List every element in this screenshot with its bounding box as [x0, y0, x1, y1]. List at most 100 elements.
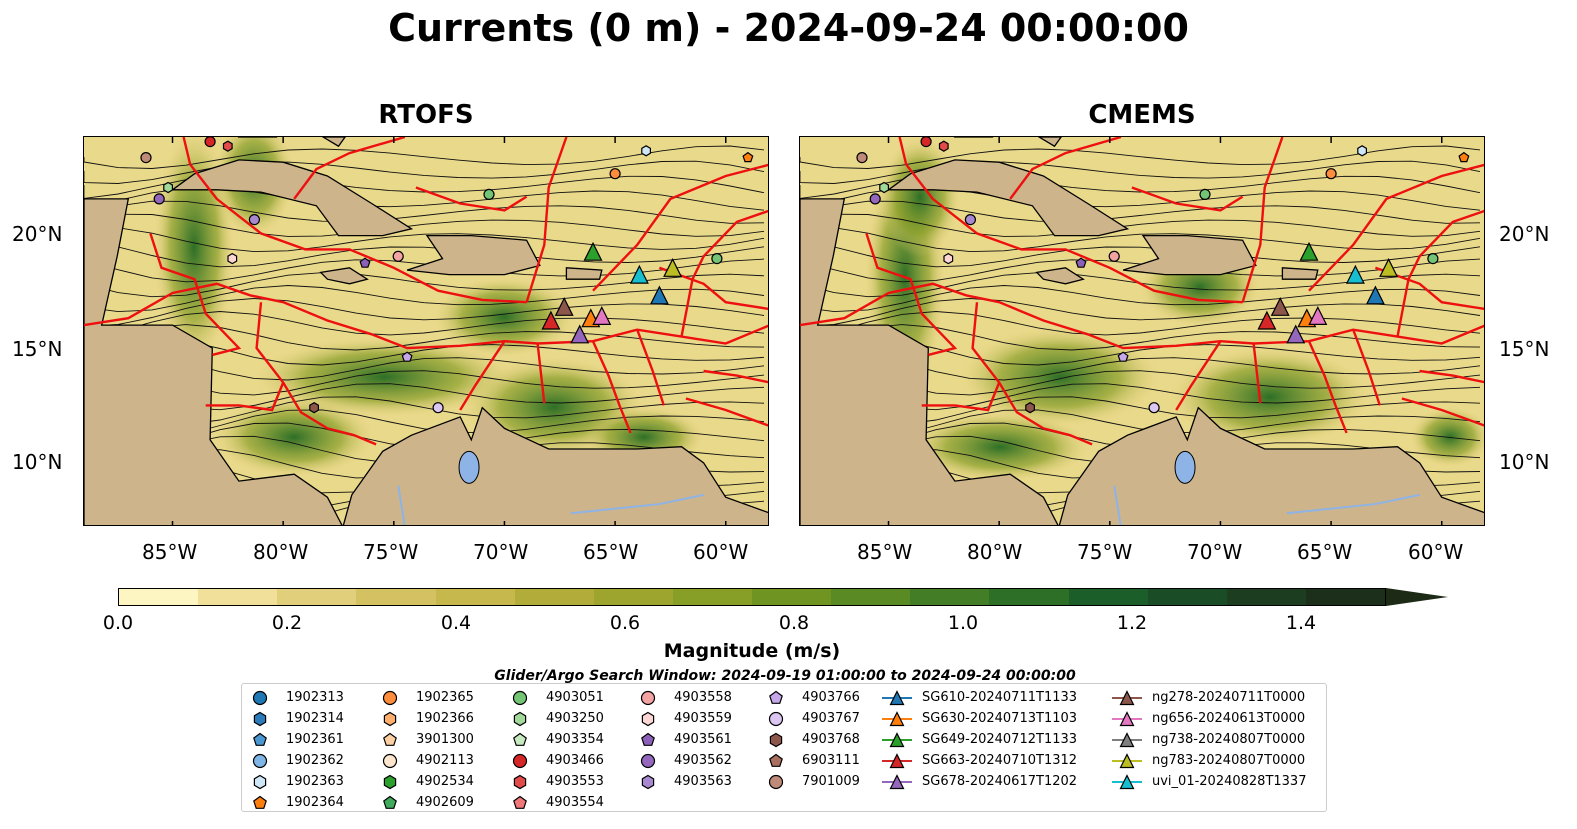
legend-entry: ng656-20240613T0000 — [1112, 708, 1306, 729]
legend-entry: ng783-20240807T0000 — [1112, 750, 1306, 771]
legend-marker-circle-icon — [640, 753, 656, 768]
legend-marker-hexagon-icon — [641, 774, 655, 789]
legend-marker-circle-icon — [252, 690, 268, 705]
map-marker-circle-icon — [153, 193, 165, 205]
legend-marker-circle-icon — [252, 753, 268, 768]
legend-entry: 4902113 — [382, 750, 474, 771]
map-cmems — [799, 136, 1485, 526]
legend-marker-triangle-icon — [882, 752, 912, 768]
lon-tick-80-rtofs: 80°W — [253, 540, 309, 564]
map-rtofs — [83, 136, 769, 526]
map-marker-hexagon-icon — [879, 181, 889, 194]
lon-tick-75-rtofs: 75°W — [363, 540, 419, 564]
legend-entry: 6903111 — [768, 750, 860, 771]
legend-label: 4903051 — [546, 690, 604, 705]
legend-label: 4903767 — [802, 711, 860, 726]
legend-label: 1902364 — [286, 795, 344, 810]
colorbar-segment — [435, 589, 515, 605]
lon-tick-60-rtofs: 60°W — [693, 540, 749, 564]
map-marker-triangle-icon — [583, 241, 603, 261]
legend-entry: 1902363 — [252, 771, 344, 792]
legend-marker-pentagon-icon — [769, 753, 783, 767]
map-marker-hexagon-icon — [641, 145, 651, 157]
legend-marker-circle-icon — [768, 774, 784, 789]
map-marker-triangle-icon — [570, 324, 590, 344]
lon-tick-85-cmems: 85°W — [857, 540, 913, 564]
colorbar-tick: 1.4 — [1285, 612, 1317, 634]
lon-tick-70-rtofs: 70°W — [473, 540, 529, 564]
legend-label: SG610-20240711T1133 — [922, 690, 1078, 705]
legend-label: ng783-20240807T0000 — [1152, 753, 1306, 768]
legend-column: 1902313 1902314 1902361 1902362 1902363 19023… — [252, 687, 344, 813]
map-marker-circle-icon — [711, 252, 723, 265]
colorbar-segment — [119, 589, 199, 605]
legend-entry: 1902362 — [252, 750, 344, 771]
legend-label: 4902113 — [416, 753, 474, 768]
colorbar-segment — [831, 589, 911, 605]
colorbar-segment — [593, 589, 673, 605]
map-marker-triangle-icon — [1286, 324, 1306, 344]
legend-entry: 4903767 — [768, 708, 860, 729]
map-marker-hexagon-icon — [163, 181, 173, 194]
legend-marker-circle-icon — [382, 753, 398, 768]
legend-label: uvi_01-20240828T1337 — [1152, 774, 1307, 789]
legend-entry: 4902609 — [382, 792, 474, 813]
map-marker-circle-icon — [609, 168, 621, 180]
colorbar-segment — [752, 589, 832, 605]
lon-tick-65-rtofs: 65°W — [583, 540, 639, 564]
legend-entry: SG663-20240710T1312 — [882, 750, 1077, 771]
colorbar-segment — [1147, 589, 1227, 605]
legend-label: ng278-20240711T0000 — [1152, 690, 1306, 705]
map-marker-pentagon-icon — [359, 257, 371, 268]
legend-entry: 4903553 — [512, 771, 604, 792]
map-marker-pentagon-icon — [1458, 151, 1470, 163]
colorbar — [118, 588, 1386, 606]
legend-entry: 4903562 — [640, 750, 732, 771]
colorbar-segment — [1068, 589, 1148, 605]
legend-entry: 7901009 — [768, 771, 860, 792]
legend-marker-pentagon-icon — [769, 690, 783, 704]
lon-tick-80-cmems: 80°W — [967, 540, 1023, 564]
legend-entry: SG649-20240712T1133 — [882, 729, 1077, 750]
legend-entry: 4903563 — [640, 771, 732, 792]
legend-marker-hexagon-icon — [253, 774, 267, 789]
legend-label: 1902363 — [286, 774, 344, 789]
legend: 1902313 1902314 1902361 1902362 1902363 19023… — [241, 683, 1327, 812]
map-marker-circle-icon — [1199, 188, 1211, 201]
map-marker-triangle-icon — [1257, 310, 1277, 330]
map-marker-circle-icon — [483, 188, 495, 201]
legend-entry: 4903559 — [640, 708, 732, 729]
lat-tick-15-right: 15°N — [1499, 337, 1550, 361]
legend-label: 1902313 — [286, 690, 344, 705]
map-marker-circle-icon — [204, 137, 216, 148]
legend-marker-triangle-icon — [882, 773, 912, 789]
map-marker-pentagon-icon — [1117, 351, 1129, 362]
legend-label: 4902534 — [416, 774, 474, 789]
legend-marker-circle-icon — [382, 690, 398, 705]
legend-entry: 4903051 — [512, 687, 604, 708]
legend-label: SG678-20240617T1202 — [922, 774, 1078, 789]
figure-title: Currents (0 m) - 2024-09-24 00:00:00 — [388, 6, 1189, 50]
map-marker-pentagon-icon — [1075, 257, 1087, 268]
map-marker-circle-icon — [432, 402, 444, 414]
colorbar-segment — [1305, 589, 1385, 605]
lon-tick-75-cmems: 75°W — [1077, 540, 1133, 564]
legend-marker-circle-icon — [768, 711, 784, 726]
colorbar-segment — [989, 589, 1069, 605]
colorbar-tick: 1.0 — [947, 612, 979, 634]
legend-marker-triangle-icon — [1112, 731, 1142, 747]
legend-marker-pentagon-icon — [383, 732, 397, 746]
legend-label: 6903111 — [802, 753, 860, 768]
legend-label: ng738-20240807T0000 — [1152, 732, 1306, 747]
map-marker-hexagon-icon — [943, 252, 954, 265]
map-marker-circle-icon — [856, 152, 868, 164]
legend-entry: 1902361 — [252, 729, 344, 750]
legend-entry: 1902364 — [252, 792, 344, 813]
legend-label: 1902365 — [416, 690, 474, 705]
legend-marker-pentagon-icon — [253, 732, 267, 746]
map-marker-circle-icon — [920, 137, 932, 148]
map-marker-hexagon-icon — [222, 140, 233, 152]
legend-marker-triangle-icon — [882, 710, 912, 726]
legend-entry: 3901300 — [382, 729, 474, 750]
legend-entry: 4903768 — [768, 729, 860, 750]
